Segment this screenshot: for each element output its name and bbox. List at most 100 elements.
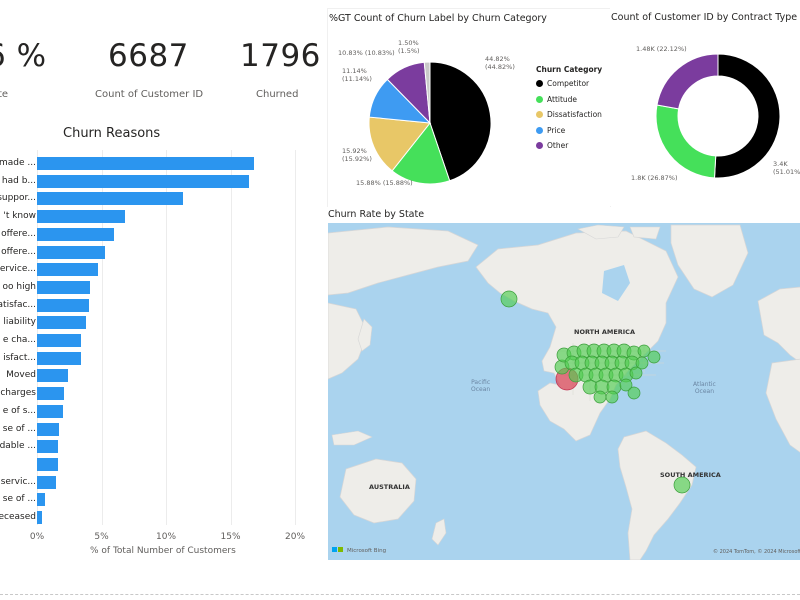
bar-category-label: Moved — [6, 370, 36, 381]
bar-category-label: 't know — [3, 211, 36, 222]
bar[interactable] — [37, 351, 81, 365]
data-label: 10.83% (10.83%) — [338, 49, 395, 57]
legend-marker — [536, 126, 543, 134]
map-bubble[interactable] — [635, 356, 649, 370]
ocean-label: Atlantic Ocean — [693, 381, 716, 395]
map-copyright: © 2024 TomTom, © 2024 Microsoft — [713, 549, 800, 555]
bar[interactable] — [37, 457, 58, 471]
bar-category-label: e of s... — [2, 405, 36, 416]
bar[interactable] — [37, 493, 45, 507]
pie-slice[interactable] — [423, 61, 431, 124]
bar[interactable] — [37, 263, 98, 277]
bar[interactable] — [37, 387, 65, 401]
bar[interactable] — [37, 511, 43, 524]
bar-category-label: dable ... — [0, 441, 36, 452]
legend-item[interactable]: Other — [536, 141, 568, 150]
pie-slice[interactable] — [713, 53, 781, 179]
bar-category-label: offere... — [1, 228, 36, 239]
bar[interactable] — [37, 369, 68, 383]
x-tick-label: 20% — [284, 532, 306, 542]
legend-item[interactable]: Competitor — [536, 79, 589, 88]
bar[interactable] — [37, 157, 254, 170]
x-tick-label: 15% — [220, 532, 241, 542]
legend-label: Other — [547, 141, 569, 151]
bar-category-label: offere... — [1, 246, 36, 257]
map-bubble[interactable] — [619, 378, 633, 392]
x-axis-label: % of Total Number of Customers — [90, 546, 236, 556]
map-label: AUSTRALIA — [369, 483, 410, 491]
kpi-value: 1796 — [240, 38, 321, 74]
legend-item[interactable]: Price — [536, 126, 565, 135]
bar-category-label: oo high — [2, 281, 37, 292]
data-label: 15.92% (15.92%) — [342, 147, 372, 163]
pie-chart-card: %GT Count of Churn Label by Churn Catego… — [327, 8, 611, 208]
bar[interactable] — [37, 440, 58, 454]
legend-title: Churn Category — [536, 65, 603, 74]
pie-slice[interactable] — [656, 53, 719, 110]
map-bubble[interactable] — [673, 476, 691, 494]
data-label: 44.82% (44.82%) — [485, 55, 515, 71]
legend-item[interactable]: Dissatisfaction — [536, 110, 602, 119]
kpi-value: 6 % — [0, 38, 47, 74]
map[interactable] — [328, 223, 800, 560]
legend-label: Attitude — [547, 94, 578, 104]
x-tick-label: 5% — [94, 532, 109, 542]
bar[interactable] — [37, 404, 63, 418]
map-bubble[interactable] — [629, 366, 643, 380]
bar-category-label: suppor... — [0, 193, 36, 204]
bar[interactable] — [37, 334, 81, 347]
bar[interactable] — [37, 245, 106, 259]
map-bubble[interactable] — [500, 290, 518, 308]
kpi-value: 6687 — [108, 38, 189, 74]
bar-category-label: liability — [3, 317, 36, 328]
bar-category-label: service... — [0, 264, 36, 275]
chart-title: Churn Reasons — [63, 126, 161, 141]
x-tick-label: 0% — [29, 532, 45, 542]
map-card: Churn Rate by State — [327, 207, 800, 562]
bar[interactable] — [37, 422, 59, 436]
bar[interactable] — [37, 210, 125, 224]
gridline — [101, 150, 103, 525]
bar[interactable] — [37, 475, 57, 489]
legend-marker — [536, 111, 543, 119]
kpi-label: Count of Customer ID — [95, 89, 204, 100]
pie-slice[interactable] — [655, 104, 717, 179]
gridline — [295, 150, 296, 525]
map-brand: Microsoft Bing — [347, 548, 387, 554]
bar[interactable] — [37, 192, 183, 206]
data-label: 15.88% (15.88%) — [356, 179, 413, 187]
bar-category-label: charges — [0, 388, 36, 399]
map-bubble[interactable] — [593, 390, 607, 404]
donut-chart-card: Count of Customer ID by Contract Type 1.… — [610, 8, 800, 206]
pie-chart — [368, 61, 492, 185]
pie-slice[interactable] — [391, 121, 451, 185]
legend-marker — [536, 80, 543, 87]
legend-label: Competitor — [547, 79, 590, 88]
pie-slice[interactable] — [429, 61, 492, 182]
map-label: NORTH AMERICA — [574, 328, 635, 336]
kpi-card-churned: 1796 Churned — [220, 10, 320, 100]
bar[interactable] — [37, 174, 249, 188]
kpi-card-customers: 6687 Count of Customer ID — [80, 10, 210, 100]
map-bubble[interactable] — [647, 350, 661, 364]
bar[interactable] — [37, 316, 87, 330]
data-label: 1.50% (1.5%) — [398, 39, 420, 55]
legend-item[interactable]: Attitude — [536, 95, 577, 104]
bar-category-label: e cha... — [2, 335, 36, 345]
bar-category-label: atisfac... — [0, 299, 36, 310]
map-bubble[interactable] — [605, 390, 619, 404]
bar[interactable] — [37, 280, 90, 294]
kpi-label: Churned — [256, 89, 299, 100]
map-label: SOUTH AMERICA — [660, 471, 721, 479]
map-bubble[interactable] — [627, 386, 641, 400]
bottom-divider — [0, 594, 800, 595]
data-label: 1.48K (22.12%) — [636, 45, 687, 53]
pie-slice[interactable] — [368, 116, 431, 172]
chart-title: %GT Count of Churn Label by Churn Catego… — [329, 13, 547, 24]
bar[interactable] — [37, 227, 115, 241]
bar-category-label: se of ... — [2, 423, 36, 434]
legend-marker — [536, 142, 543, 150]
bing-logo — [332, 547, 343, 552]
bar-category-label: made ... — [0, 158, 36, 168]
bar[interactable] — [37, 298, 89, 312]
